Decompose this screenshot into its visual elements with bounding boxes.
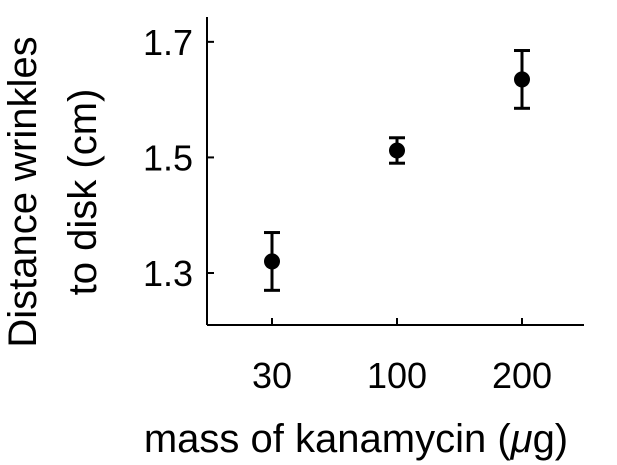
axis-labels: mass of kanamycin (μg) Distance wrinkles… [1,36,568,461]
y-tick-label: 1.5 [143,137,193,178]
y-axis-label-line1: Distance wrinkles [1,36,45,347]
x-axis-label: mass of kanamycin (μg) [144,417,568,461]
y-tick-label: 1.3 [143,253,193,294]
x-tick-label: 30 [252,355,292,396]
y-tick-label: 1.7 [143,22,193,63]
data-point [264,253,280,270]
axes: 1.3 1.5 1.7 30 100 200 [143,17,584,396]
data-point-group [389,136,405,165]
x-tick-label: 200 [492,355,552,396]
y-axis-label-line2: to disk (cm) [61,89,105,296]
data-point [514,71,530,88]
data-points [264,49,530,292]
data-point [389,142,405,159]
x-tick-label: 100 [367,355,427,396]
data-point-group [264,231,280,292]
data-point-group [514,49,530,110]
